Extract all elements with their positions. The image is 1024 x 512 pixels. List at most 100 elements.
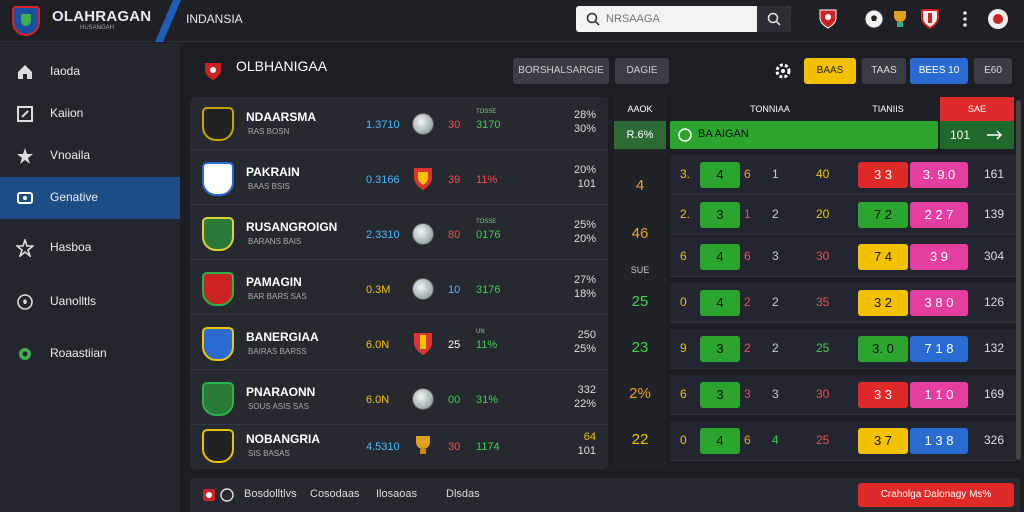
search-box[interactable] [576, 6, 791, 32]
summary-value: 46 [631, 225, 649, 242]
sidebar-item-home[interactable]: Iaoda [0, 51, 180, 93]
odds-box[interactable]: 3 7 [858, 428, 908, 454]
odds-box[interactable]: 3. 0 [858, 336, 908, 362]
nav-title[interactable]: INDANSIA [186, 12, 243, 26]
cell: 20 [816, 207, 830, 221]
table-row[interactable]: 3. 4 6 1 40 3 3 3. 9.0 161 [670, 155, 1016, 195]
record-icon[interactable] [202, 488, 216, 502]
odds-box[interactable]: 3 3 [858, 382, 908, 408]
cell: 139 [984, 207, 1005, 221]
cell: 126 [984, 295, 1005, 309]
score-value: 00 [448, 394, 461, 406]
search-button[interactable] [757, 6, 791, 32]
percent-value: 25% [573, 343, 596, 355]
search-input[interactable] [606, 10, 756, 28]
star-icon [17, 148, 33, 164]
date-button[interactable]: DAGIE [615, 58, 669, 84]
swap-arrows-icon[interactable] [986, 129, 1002, 141]
cell: 6 [744, 433, 751, 447]
small-label: TOSSE [476, 109, 497, 115]
cell: 169 [984, 387, 1005, 401]
tab-gray[interactable]: TAAS [862, 58, 906, 84]
score-box[interactable]: 4 [700, 428, 740, 454]
score-value: 25 [448, 339, 461, 351]
odds-value[interactable]: 1.3710 [366, 119, 400, 131]
percent-value: 25% [573, 219, 596, 231]
tab-blue[interactable]: BEES 10 [910, 58, 968, 84]
odds-value[interactable]: 4.5310 [366, 441, 400, 453]
team-meta: SOUS ASIS SAS [248, 402, 309, 411]
odds-box[interactable]: 3 9 [910, 244, 968, 270]
score-box[interactable]: 4 [700, 162, 740, 188]
stat-value: 11% [476, 339, 498, 351]
match-row[interactable]: NDAARSMA RAS BOSN 1.3710 30 TOSSE 3170 2… [190, 97, 608, 150]
badge-icon[interactable] [918, 7, 942, 31]
shield-icon[interactable] [816, 7, 840, 31]
table-row[interactable]: 9 3 2 2 25 3. 0 7 1 8 132 [670, 329, 1016, 369]
odds-value[interactable]: 6.0N [366, 394, 390, 406]
score-box[interactable]: 4 [700, 244, 740, 270]
sidebar-item-active[interactable]: Genative [0, 177, 180, 219]
highlight-bar[interactable]: BA AIGAN [670, 121, 938, 149]
footer-link[interactable]: Bosdolltlvs [244, 488, 297, 500]
sidebar-item-settings[interactable]: Roaastiian [0, 333, 180, 375]
match-row[interactable]: BANERGIAA BAIRAS BARSS 6.0N 25 UN 11% 25… [190, 317, 608, 370]
tab-yellow[interactable]: BAAS [804, 58, 856, 84]
match-row[interactable]: PNARAONN SOUS ASIS SAS 6.0N 00 31% 332 2… [190, 372, 608, 425]
table-row[interactable]: 2. 3 1 2 20 7 2 2 2 7 139 [670, 195, 1016, 235]
odds-box[interactable]: 7 2 [858, 202, 908, 228]
odds-box[interactable]: 2 2 7 [910, 202, 968, 228]
odds-value[interactable]: 0.3166 [366, 174, 400, 186]
soccer-ball-icon[interactable] [862, 7, 886, 31]
odds-box[interactable]: 1 3 8 [910, 428, 968, 454]
sidebar-item-results[interactable]: Uanolltls [0, 281, 180, 323]
table-row[interactable]: 6 3 3 3 30 3 3 1 1 0 169 [670, 375, 1016, 415]
score-box[interactable]: 3 [700, 202, 740, 228]
footer-link[interactable]: Cosodaas [310, 488, 360, 500]
odds-value[interactable]: 2.3310 [366, 229, 400, 241]
gear-icon[interactable] [774, 62, 792, 80]
score-box[interactable]: 4 [700, 290, 740, 316]
table-row[interactable]: 0 4 2 2 35 3 2 3 8 0 126 [670, 283, 1016, 323]
user-avatar-icon[interactable] [986, 7, 1010, 31]
more-vertical-icon[interactable] [953, 7, 977, 31]
cell: 0 [680, 433, 687, 447]
table-row[interactable]: 0 4 6 4 25 3 7 1 3 8 326 [670, 421, 1016, 461]
cell: 35 [816, 295, 830, 309]
match-row[interactable]: RUSANGROIGN BARANS BAIS 2.3310 80 TOSSE … [190, 207, 608, 260]
cell: 1 [772, 167, 779, 181]
scrollbar[interactable] [1016, 100, 1021, 460]
table-row[interactable]: 6 4 6 3 30 7 4 3 9 304 [670, 237, 1016, 277]
footer-link[interactable]: Ilosaoas [376, 488, 417, 500]
cell: 326 [984, 433, 1005, 447]
filter-button[interactable]: BORSHALSARGIE [513, 58, 609, 84]
odds-box[interactable]: 3. 9.0 [910, 162, 968, 188]
trophy-icon[interactable] [888, 7, 912, 31]
footer-link[interactable]: Dlsdas [446, 488, 480, 500]
team-badge [202, 162, 234, 196]
brand-logo[interactable] [12, 6, 40, 36]
odds-value[interactable]: 0.3M [366, 284, 391, 296]
tab-dark[interactable]: E60 [974, 58, 1012, 84]
match-row[interactable]: NOBANGRIA SIS BASAS 4.5310 30 1174 64 10… [190, 419, 608, 472]
sidebar-item-favorites[interactable]: Vnoaila [0, 135, 180, 177]
soccer-ball-icon[interactable] [220, 488, 234, 502]
score-box[interactable]: 3 [700, 336, 740, 362]
alert-button[interactable]: Craholga Dalonagy Ms% [858, 483, 1014, 507]
sidebar-item-highlights[interactable]: Hasboa [0, 227, 180, 269]
odds-value[interactable]: 6.0N [366, 339, 390, 351]
odds-box[interactable]: 3 3 [858, 162, 908, 188]
cell: 9 [680, 341, 687, 355]
odds-box[interactable]: 7 1 8 [910, 336, 968, 362]
odds-box[interactable]: 7 4 [858, 244, 908, 270]
score-box[interactable]: 3 [700, 382, 740, 408]
cell: 161 [984, 167, 1005, 181]
sidebar-item-edit[interactable]: Kaiion [0, 93, 180, 135]
match-row[interactable]: PAMAGIN BAR BARS SAS 0.3M 10 3176 27% 18… [190, 262, 608, 315]
odds-box[interactable]: 3 2 [858, 290, 908, 316]
odds-box[interactable]: 3 8 0 [910, 290, 968, 316]
odds-box[interactable]: 1 1 0 [910, 382, 968, 408]
team-badge [202, 217, 234, 251]
cell: 25 [816, 341, 830, 355]
match-row[interactable]: PAKRAIN BAAS BSIS 0.3166 39 11% 20% 101 [190, 152, 608, 205]
